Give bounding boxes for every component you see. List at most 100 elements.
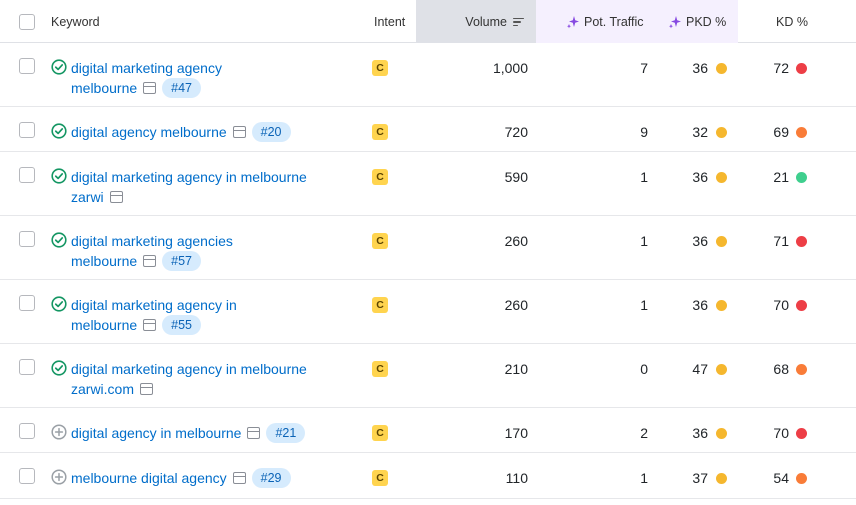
keyword-link[interactable]: digital marketing agency melbourne #47 <box>71 58 361 98</box>
serp-preview-icon[interactable] <box>232 472 246 484</box>
kd-value: 54 <box>773 470 789 486</box>
kd-value: 21 <box>773 169 789 185</box>
keyword-link[interactable]: digital marketing agencies melbourne #57 <box>71 231 361 271</box>
volume-value: 170 <box>504 425 528 441</box>
row-checkbox[interactable] <box>19 295 35 311</box>
position-badge: #55 <box>162 315 202 335</box>
serp-preview-icon[interactable] <box>247 427 261 439</box>
pkd-difficulty-dot <box>716 236 727 247</box>
select-all-cell <box>19 0 35 43</box>
select-all-checkbox[interactable] <box>19 13 35 30</box>
serp-preview-icon[interactable] <box>140 383 154 395</box>
keyword-text: digital agency melbourne <box>71 124 227 140</box>
keyword-link[interactable]: digital marketing agency in melbourne #55 <box>71 295 361 335</box>
pot-traffic-value: 0 <box>640 361 648 377</box>
pkd-difficulty-dot <box>716 172 727 183</box>
position-badge: #29 <box>251 468 291 488</box>
pkd-value: 32 <box>692 124 708 140</box>
pkd-difficulty-dot <box>716 127 727 138</box>
kd-value: 72 <box>773 60 789 76</box>
keyword-text: digital marketing agencies <box>71 233 233 249</box>
header-keyword-label: Keyword <box>51 14 100 29</box>
pkd-value: 37 <box>692 470 708 486</box>
kd-difficulty-dot <box>796 428 807 439</box>
pot-traffic-value: 9 <box>640 124 648 140</box>
keyword-text-continued: zarwi.com <box>71 381 135 397</box>
pkd-difficulty-dot <box>716 63 727 74</box>
keyword-text-continued: melbourne <box>71 80 138 96</box>
pot-traffic-value: 1 <box>640 169 648 185</box>
table-row: melbourne digital agency #29 C 110 1 37 54 <box>0 453 856 499</box>
pkd-value: 36 <box>692 297 708 313</box>
row-checkbox[interactable] <box>19 231 35 247</box>
keyword-link[interactable]: melbourne digital agency #29 <box>71 468 361 488</box>
volume-value: 210 <box>504 361 528 377</box>
table-body: digital marketing agency melbourne #47 C 1,0… <box>0 43 856 499</box>
ranking-check-icon <box>51 296 67 312</box>
position-badge: #21 <box>266 423 306 443</box>
keyword-link[interactable]: digital marketing agency in melbourne zar… <box>71 359 361 399</box>
volume-value: 720 <box>504 124 528 140</box>
pot-traffic-value: 1 <box>640 233 648 249</box>
intent-badge: C <box>372 425 388 441</box>
add-keyword-icon[interactable] <box>51 424 67 440</box>
row-checkbox[interactable] <box>19 167 35 183</box>
serp-preview-icon[interactable] <box>143 319 157 331</box>
pot-traffic-value: 2 <box>640 425 648 441</box>
keyword-text-continued: zarwi <box>71 189 104 205</box>
keyword-text: digital marketing agency in <box>71 297 237 313</box>
table-header: Keyword Intent Volume Pot. Traffic PKD %… <box>0 0 856 43</box>
row-checkbox[interactable] <box>19 122 35 138</box>
header-kd[interactable]: KD % <box>776 0 808 43</box>
row-checkbox[interactable] <box>19 359 35 375</box>
serp-preview-icon[interactable] <box>143 82 157 94</box>
kd-difficulty-dot <box>796 473 807 484</box>
header-pot-traffic[interactable]: Pot. Traffic <box>536 0 658 43</box>
row-checkbox[interactable] <box>19 58 35 74</box>
header-keyword[interactable]: Keyword <box>51 0 100 43</box>
keyword-text: digital agency in melbourne <box>71 425 242 441</box>
keyword-link[interactable]: digital agency melbourne #20 <box>71 122 361 142</box>
serp-preview-icon[interactable] <box>109 191 123 203</box>
add-keyword-icon[interactable] <box>51 469 67 485</box>
ranking-check-icon <box>51 232 67 248</box>
header-intent[interactable]: Intent <box>374 0 405 43</box>
pot-traffic-value: 1 <box>640 470 648 486</box>
serp-preview-icon[interactable] <box>232 126 246 138</box>
pkd-value: 36 <box>692 60 708 76</box>
header-volume[interactable]: Volume <box>416 0 536 43</box>
kd-value: 70 <box>773 297 789 313</box>
volume-value: 110 <box>505 470 528 486</box>
header-kd-label: KD % <box>776 14 808 29</box>
table-row: digital marketing agencies melbourne #57 C 2… <box>0 216 856 280</box>
keyword-text: digital marketing agency in melbourne <box>71 169 307 185</box>
keyword-link[interactable]: digital agency in melbourne #21 <box>71 423 361 443</box>
pkd-difficulty-dot <box>716 473 727 484</box>
table-row: digital agency melbourne #20 C 720 9 32 69 <box>0 107 856 152</box>
pkd-difficulty-dot <box>716 428 727 439</box>
sort-descending-icon[interactable] <box>513 17 524 27</box>
intent-badge: C <box>372 124 388 140</box>
pkd-difficulty-dot <box>716 364 727 375</box>
kd-difficulty-dot <box>796 236 807 247</box>
ranking-check-icon <box>51 59 67 75</box>
position-badge: #57 <box>162 251 202 271</box>
kd-difficulty-dot <box>796 63 807 74</box>
ranking-check-icon <box>51 123 67 139</box>
table-row: digital marketing agency melbourne #47 C 1,0… <box>0 43 856 107</box>
row-checkbox[interactable] <box>19 423 35 439</box>
header-pkd[interactable]: PKD % <box>658 0 738 43</box>
keyword-text: melbourne digital agency <box>71 470 227 486</box>
row-checkbox[interactable] <box>19 468 35 484</box>
keyword-text-continued: melbourne <box>71 317 138 333</box>
volume-value: 1,000 <box>492 60 528 76</box>
keyword-link[interactable]: digital marketing agency in melbourne zar… <box>71 167 361 207</box>
kd-difficulty-dot <box>796 300 807 311</box>
pkd-difficulty-dot <box>716 300 727 311</box>
keyword-text-continued: melbourne <box>71 253 138 269</box>
kd-difficulty-dot <box>796 127 807 138</box>
serp-preview-icon[interactable] <box>143 255 157 267</box>
kd-difficulty-dot <box>796 364 807 375</box>
intent-badge: C <box>372 169 388 185</box>
